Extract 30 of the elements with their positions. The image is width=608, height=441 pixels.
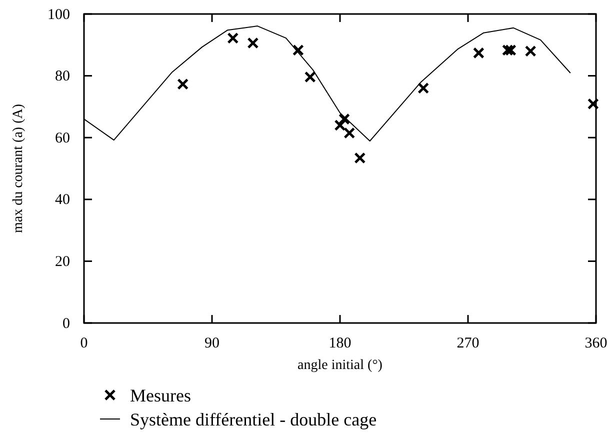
legend-label: Mesures bbox=[130, 385, 191, 406]
legend-label: Système différentiel - double cage bbox=[130, 409, 377, 430]
point bbox=[334, 119, 346, 131]
point bbox=[472, 47, 484, 59]
point bbox=[587, 98, 599, 110]
point bbox=[354, 152, 366, 164]
y-axis-title: max du courant (a) (A) bbox=[11, 104, 26, 234]
x-tick-label: 180 bbox=[328, 336, 352, 352]
x-tick-label: 90 bbox=[204, 336, 220, 352]
y-tick-label: 40 bbox=[55, 192, 70, 208]
point bbox=[177, 78, 189, 90]
point bbox=[344, 127, 356, 139]
point bbox=[502, 44, 514, 56]
y-tick-label: 80 bbox=[55, 68, 70, 85]
point bbox=[304, 71, 316, 83]
point bbox=[227, 32, 239, 44]
y-tick-label: 20 bbox=[55, 254, 70, 270]
point bbox=[504, 44, 516, 56]
point bbox=[418, 82, 430, 94]
y-tick-label: 60 bbox=[55, 130, 70, 146]
x-tick-label: 0 bbox=[80, 336, 88, 352]
point bbox=[338, 113, 350, 125]
y-tick-label: 0 bbox=[62, 316, 70, 332]
x-axis-title: angle initial (°) bbox=[298, 358, 383, 373]
y-tick-label: 100 bbox=[48, 6, 70, 23]
point bbox=[524, 45, 536, 57]
point bbox=[292, 44, 304, 56]
x-tick-label: 270 bbox=[456, 336, 480, 352]
point bbox=[247, 37, 259, 49]
x-tick-label: 360 bbox=[584, 336, 608, 352]
